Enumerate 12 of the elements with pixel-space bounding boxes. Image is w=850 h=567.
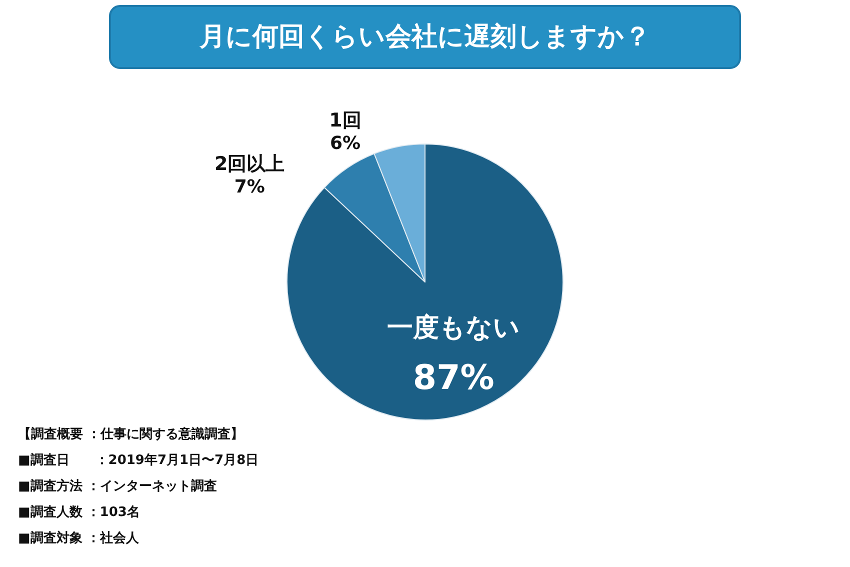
data-label: 87% [412, 358, 494, 398]
chart-title: 月に何回くらい会社に遅刻しますか？ [198, 22, 650, 52]
text: ■調査対象 ：社会人 [18, 530, 140, 546]
slice-label: 1回 [329, 110, 362, 132]
text: ■調査人数 ：103名 [18, 504, 140, 520]
text: 【調査概要 ：仕事に関する意識調査】 [18, 426, 244, 442]
slice-label: 2回以上 [214, 153, 285, 176]
text: ■調査日 ：2019年7月1日〜7月8日 [18, 452, 259, 468]
text: ■調査方法 ：インターネット調査 [18, 478, 217, 494]
data-label: 7% [234, 176, 265, 198]
slice-label: 一度もない [387, 313, 520, 344]
data-label: 6% [330, 133, 360, 154]
